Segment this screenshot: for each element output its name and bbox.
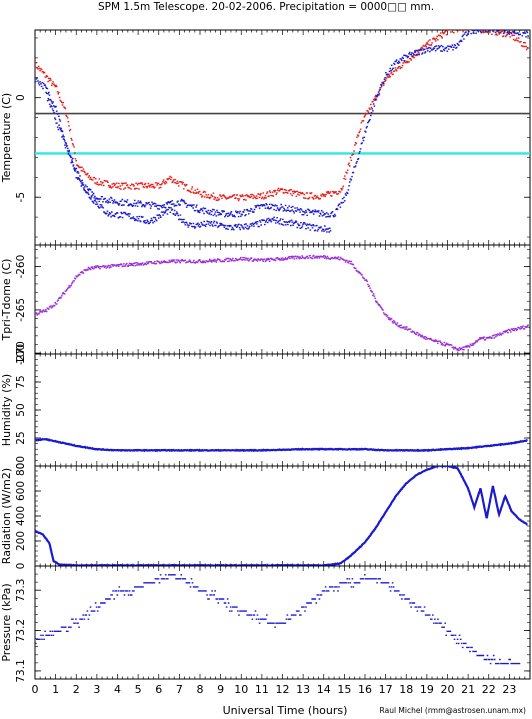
x-tick-label: 1 (52, 683, 59, 696)
y-tick-label: 0 (15, 563, 27, 570)
x-tick-label: 21 (461, 683, 475, 696)
y-tick-label: -270 (15, 341, 27, 365)
x-tick-label: 8 (197, 683, 204, 696)
x-tick-label: 0 (32, 683, 39, 696)
y-tick-label: 73.1 (15, 659, 27, 682)
x-tick-label: 3 (93, 683, 100, 696)
x-tick-label: 14 (317, 683, 331, 696)
y-tick-label: 800 (15, 456, 27, 476)
y-tick-label: -260 (15, 255, 27, 279)
y-tick-label: 75 (15, 375, 27, 388)
x-axis-label: Universal Time (hours) (223, 704, 348, 717)
y-tick-label: 73.2 (15, 619, 27, 642)
panel-marks (35, 254, 529, 352)
x-tick-label: 18 (399, 683, 413, 696)
y-tick-label: 200 (15, 531, 27, 551)
y-tick-label: 600 (15, 481, 27, 501)
x-tick-label: 17 (379, 683, 393, 696)
chart-title: SPM 1.5m Telescope. 20-02-2006. Precipit… (98, 1, 434, 13)
series-line (35, 466, 528, 566)
y-tick-label: 73.3 (15, 579, 27, 602)
x-tick-label: 23 (502, 683, 516, 696)
x-tick-label: 10 (234, 683, 248, 696)
panel-marks (35, 574, 521, 665)
y-tick-label: 0 (15, 94, 27, 101)
y-axis-label: Temperature (C) (0, 93, 13, 183)
x-tick-label: 11 (255, 683, 269, 696)
x-tick-label: 19 (420, 683, 434, 696)
x-tick-label: 22 (482, 683, 496, 696)
y-tick-label: 100 (15, 344, 27, 364)
x-tick-label: 9 (217, 683, 224, 696)
x-tick-label: 20 (441, 683, 455, 696)
series-line (35, 437, 528, 453)
panel-marks (35, 30, 530, 233)
x-tick-label: 15 (337, 683, 351, 696)
y-axis-label: Pressure (kPa) (0, 583, 13, 661)
x-tick-label: 6 (155, 683, 162, 696)
y-axis-label: Radiation (W/m2) (0, 468, 13, 564)
panel-frame (34, 465, 531, 567)
panel-marks (35, 466, 528, 566)
y-tick-label: 50 (15, 403, 27, 416)
y-tick-label: 0 (15, 463, 27, 470)
panel-marks (35, 437, 528, 453)
x-axis-ticks: 0 1 2 3 4 5 6 7 8 9 10 11 12 13 14 15 16 17 18 19 20 21 22 23 (32, 683, 517, 696)
x-tick-label: 13 (296, 683, 310, 696)
y-tick-label: 400 (15, 506, 27, 526)
series-dots (35, 254, 529, 352)
x-tick-label: 12 (276, 683, 290, 696)
y-axis-label: Humidity (%) (0, 374, 13, 446)
y-tick-label: 25 (15, 431, 27, 444)
x-tick-label: 16 (358, 683, 372, 696)
y-tick-label: -265 (15, 298, 27, 322)
y-tick-label: -5 (15, 192, 27, 202)
credit-text: Raul Michel (rmm@astrosen.unam.mx) (380, 706, 527, 715)
x-tick-label: 2 (73, 683, 80, 696)
x-tick-label: 7 (176, 683, 183, 696)
x-tick-label: 5 (135, 683, 142, 696)
panel-frame (34, 244, 531, 355)
x-tick-label: 4 (114, 683, 121, 696)
y-axis-label: Tpri-Tdome (C) (0, 259, 13, 342)
series-dots (35, 574, 521, 665)
